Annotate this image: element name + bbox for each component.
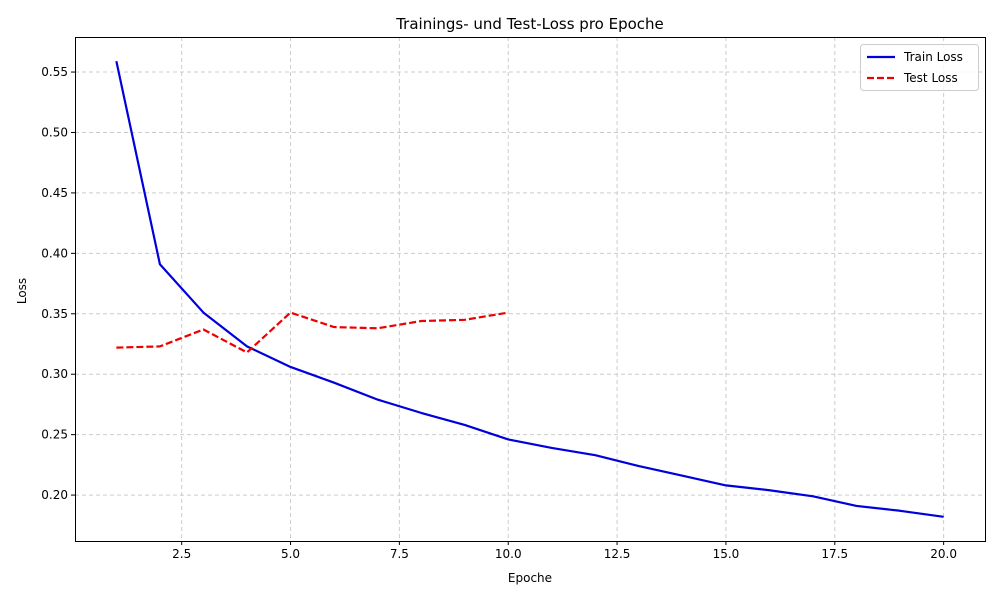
series-line-train-loss <box>115 60 944 518</box>
y-tick-label: 0.25 <box>41 428 68 442</box>
x-tick-label: 10.0 <box>495 547 522 561</box>
x-axis-label: Epoche <box>508 571 552 585</box>
y-tick-label: 0.20 <box>41 488 68 502</box>
x-tick-label: 15.0 <box>713 547 740 561</box>
x-tick-label: 5.0 <box>281 547 300 561</box>
series-line-test-loss <box>116 311 509 354</box>
y-tick-label: 0.55 <box>41 65 68 79</box>
legend-label-train-loss: Train Loss <box>903 50 963 64</box>
x-tick-label: 7.5 <box>390 547 409 561</box>
y-tick-label: 0.50 <box>41 125 68 139</box>
axis-ticks: 2.5 5.0 7.5 10.0 12.5 15.0 17.5 20.0 0.20 0.25 0.3… <box>41 65 957 561</box>
x-tick-label: 12.5 <box>604 547 631 561</box>
x-tick-label: 2.5 <box>172 547 191 561</box>
y-tick-label: 0.45 <box>41 186 68 200</box>
legend: Train Loss Test Loss <box>860 44 979 91</box>
grid <box>75 37 985 541</box>
y-tick-label: 0.35 <box>41 307 68 321</box>
y-tick-label: 0.30 <box>41 367 68 381</box>
legend-label-test-loss: Test Loss <box>903 71 958 85</box>
y-tick-label: 0.40 <box>41 246 68 260</box>
x-tick-label: 20.0 <box>930 547 957 561</box>
chart-title: Trainings- und Test-Loss pro Epoche <box>395 15 664 33</box>
plot-frame <box>75 37 986 542</box>
series-lines <box>115 60 944 518</box>
y-axis-label: Loss <box>15 278 29 304</box>
x-tick-label: 17.5 <box>821 547 848 561</box>
